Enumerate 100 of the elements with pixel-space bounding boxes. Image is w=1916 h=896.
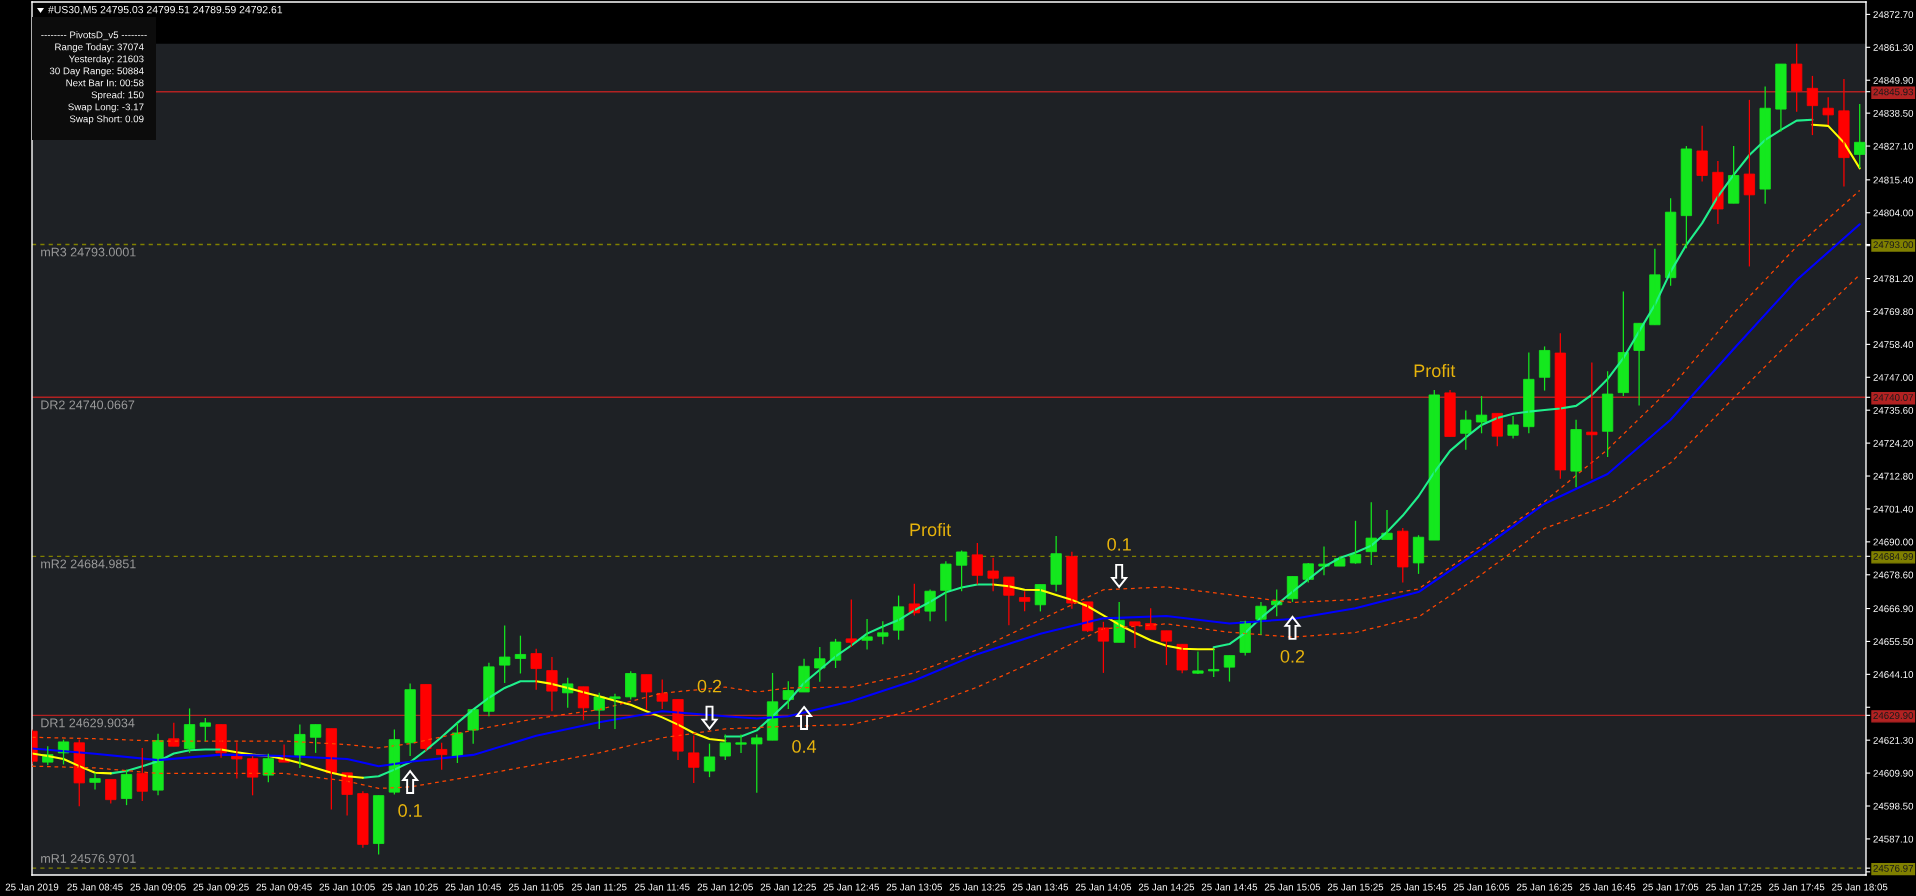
candlestick (877, 620, 889, 645)
annotation: Profit (910, 522, 952, 537)
y-tick-label: 24815.40 (1873, 176, 1914, 184)
x-tick-label: 25 Jan 09:45 (256, 883, 312, 891)
candlestick (1554, 332, 1566, 480)
ref-line-label: DR2 24740.0667 (41, 400, 135, 410)
candlestick (373, 794, 385, 856)
candlestick (656, 678, 668, 710)
annotation: -------- PivotsD_v5 -------- (41, 31, 147, 41)
candlestick (168, 722, 180, 747)
y-tick-label: 24598.50 (1873, 802, 1914, 810)
candlestick (625, 670, 637, 701)
candlestick (89, 772, 101, 791)
candlestick (1019, 590, 1031, 612)
candlestick (593, 692, 605, 730)
x-tick-label: 25 Jan 09:25 (193, 883, 249, 891)
candlestick (1397, 527, 1409, 584)
ref-line-label: DR1 24629.9034 (41, 718, 135, 728)
annotation: 0.2 (697, 679, 722, 693)
x-tick-label: 25 Jan 2019 (5, 883, 59, 891)
candlestick (1491, 412, 1503, 447)
candlestick (199, 717, 211, 742)
x-tick-label: 25 Jan 13:45 (1012, 883, 1069, 891)
candlestick (971, 542, 983, 586)
candlestick (136, 747, 148, 802)
candlestick (1349, 520, 1362, 565)
y-tick-label: 24609.90 (1873, 769, 1914, 777)
y-tick-label: 24629.90 (1873, 712, 1914, 719)
candlestick (1507, 415, 1519, 440)
annotation: 0.4 (792, 740, 817, 753)
candlestick (1696, 125, 1708, 183)
x-tick-label: 25 Jan 10:25 (382, 883, 438, 891)
annotation: Yesterday: 21603 (68, 55, 144, 65)
x-tick-label: 25 Jan 14:05 (1075, 883, 1132, 891)
x-tick-label: 25 Jan 15:05 (1264, 883, 1321, 891)
y-tick-label: 24872.70 (1873, 11, 1914, 19)
y-tick-label: 24655.50 (1873, 638, 1914, 646)
x-tick-label: 25 Jan 10:45 (445, 883, 501, 891)
candlestick (1223, 654, 1236, 683)
y-tick-label: 24576.97 (1873, 864, 1914, 872)
y-tick-label: 24827.10 (1873, 142, 1914, 150)
chart-title: #US30,M5 24795.03 24799.51 24789.59 24792.61 (48, 5, 283, 15)
x-tick-label: 25 Jan 15:25 (1327, 883, 1384, 891)
candlestick (1428, 389, 1440, 541)
annotation: Spread: 150 (91, 91, 144, 101)
candlestick (1586, 361, 1598, 480)
y-tick-label: 24678.60 (1873, 571, 1914, 579)
candlestick (1097, 621, 1110, 674)
ref-line-label: mR1 24576.9701 (41, 854, 136, 863)
annotation: Profit (1414, 363, 1456, 378)
x-tick-label: 25 Jan 14:45 (1201, 883, 1258, 891)
candlestick (1759, 85, 1771, 205)
y-tick-label: 24781.20 (1873, 275, 1914, 283)
annotation: 0.1 (1107, 537, 1131, 551)
candlestick (688, 734, 700, 784)
y-tick-label: 24587.10 (1873, 835, 1914, 843)
annotation: Range Today: 37074 (55, 43, 144, 53)
y-tick-label: 24712.80 (1873, 472, 1914, 480)
x-tick-label: 25 Jan 12:05 (697, 883, 753, 891)
x-tick-label: 25 Jan 15:45 (1390, 883, 1447, 891)
candlestick (246, 755, 259, 796)
y-tick-label: 24758.40 (1873, 341, 1914, 349)
ref-line-label: mR2 24684.9851 (41, 559, 136, 569)
annotation: Swap Long: -3.17 (68, 103, 144, 113)
candlestick (640, 674, 653, 711)
candlestick (1302, 562, 1314, 584)
candlestick (1050, 535, 1062, 593)
x-tick-label: 25 Jan 14:25 (1138, 883, 1195, 891)
x-tick-label: 25 Jan 17:05 (1643, 883, 1699, 891)
x-tick-label: 25 Jan 16:45 (1579, 883, 1636, 891)
candlestick (357, 790, 369, 849)
candlestick (105, 778, 117, 805)
candlestick (1129, 621, 1141, 649)
x-tick-label: 25 Jan 18:05 (1832, 883, 1888, 891)
y-tick-label: 24849.90 (1873, 76, 1914, 84)
annotation: 30 Day Range: 50884 (49, 67, 144, 77)
candlestick (1601, 370, 1614, 458)
candlestick (1176, 643, 1188, 674)
candlestick (987, 557, 999, 592)
candlestick (751, 733, 763, 794)
y-tick-label: 24740.07 (1873, 394, 1914, 401)
y-tick-label: 24690.00 (1873, 538, 1914, 546)
y-tick-label: 24845.93 (1873, 88, 1914, 96)
x-tick-label: 25 Jan 13:25 (949, 883, 1006, 891)
y-tick-label: 24793.00 (1873, 241, 1914, 249)
candlestick (499, 624, 511, 684)
y-tick-label: 24644.10 (1873, 671, 1914, 678)
candlestick (530, 648, 542, 691)
y-tick-label: 24747.00 (1873, 374, 1914, 381)
annotation: Next Bar In: 00:58 (66, 79, 144, 87)
candlestick (1791, 43, 1803, 113)
candlestick (436, 742, 448, 771)
candlestick (1743, 99, 1756, 268)
y-tick-label: 24701.40 (1873, 505, 1914, 513)
candlestick (309, 723, 322, 754)
candlestick (940, 560, 952, 622)
candlestick (1475, 395, 1488, 434)
candlestick (1822, 96, 1834, 126)
candlestick (1192, 650, 1204, 675)
annotation: 0.2 (1280, 649, 1305, 663)
